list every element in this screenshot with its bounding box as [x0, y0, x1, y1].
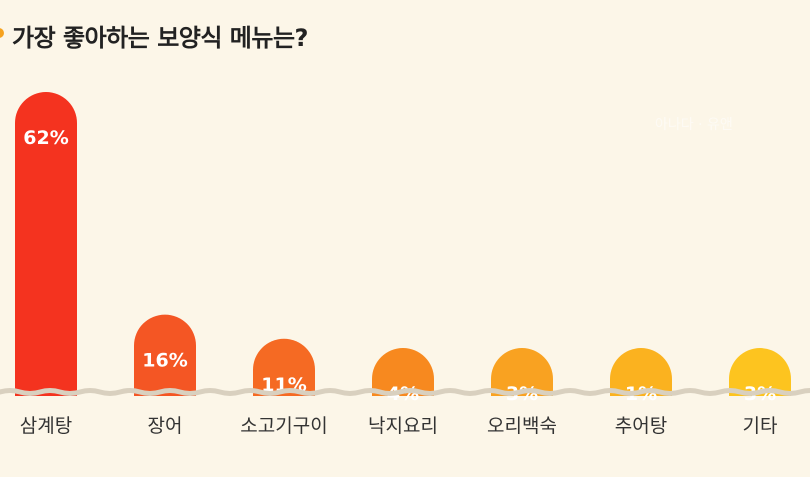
category-label: 장어 [148, 415, 183, 437]
title-bullet [0, 28, 4, 38]
data-label: 16% [142, 350, 187, 372]
category-label: 오리백숙 [487, 415, 557, 437]
bar [491, 348, 553, 396]
category-label: 소고기구이 [240, 415, 327, 437]
bar [253, 338, 315, 396]
baseline [0, 388, 810, 396]
watermark: 아나다 · 유앤 [655, 117, 733, 133]
chart-title: 가장 좋아하는 보양식 메뉴는? [12, 24, 308, 52]
category-label: 낙지요리 [368, 415, 438, 437]
category-label: 추어탕 [615, 415, 667, 437]
data-label: 62% [23, 127, 68, 149]
bar [134, 314, 196, 396]
bar [610, 348, 672, 396]
category-label: 기타 [743, 415, 778, 437]
bar [372, 348, 434, 396]
bar [15, 92, 77, 396]
category-label: 삼계탕 [20, 415, 72, 437]
bar [729, 348, 791, 396]
